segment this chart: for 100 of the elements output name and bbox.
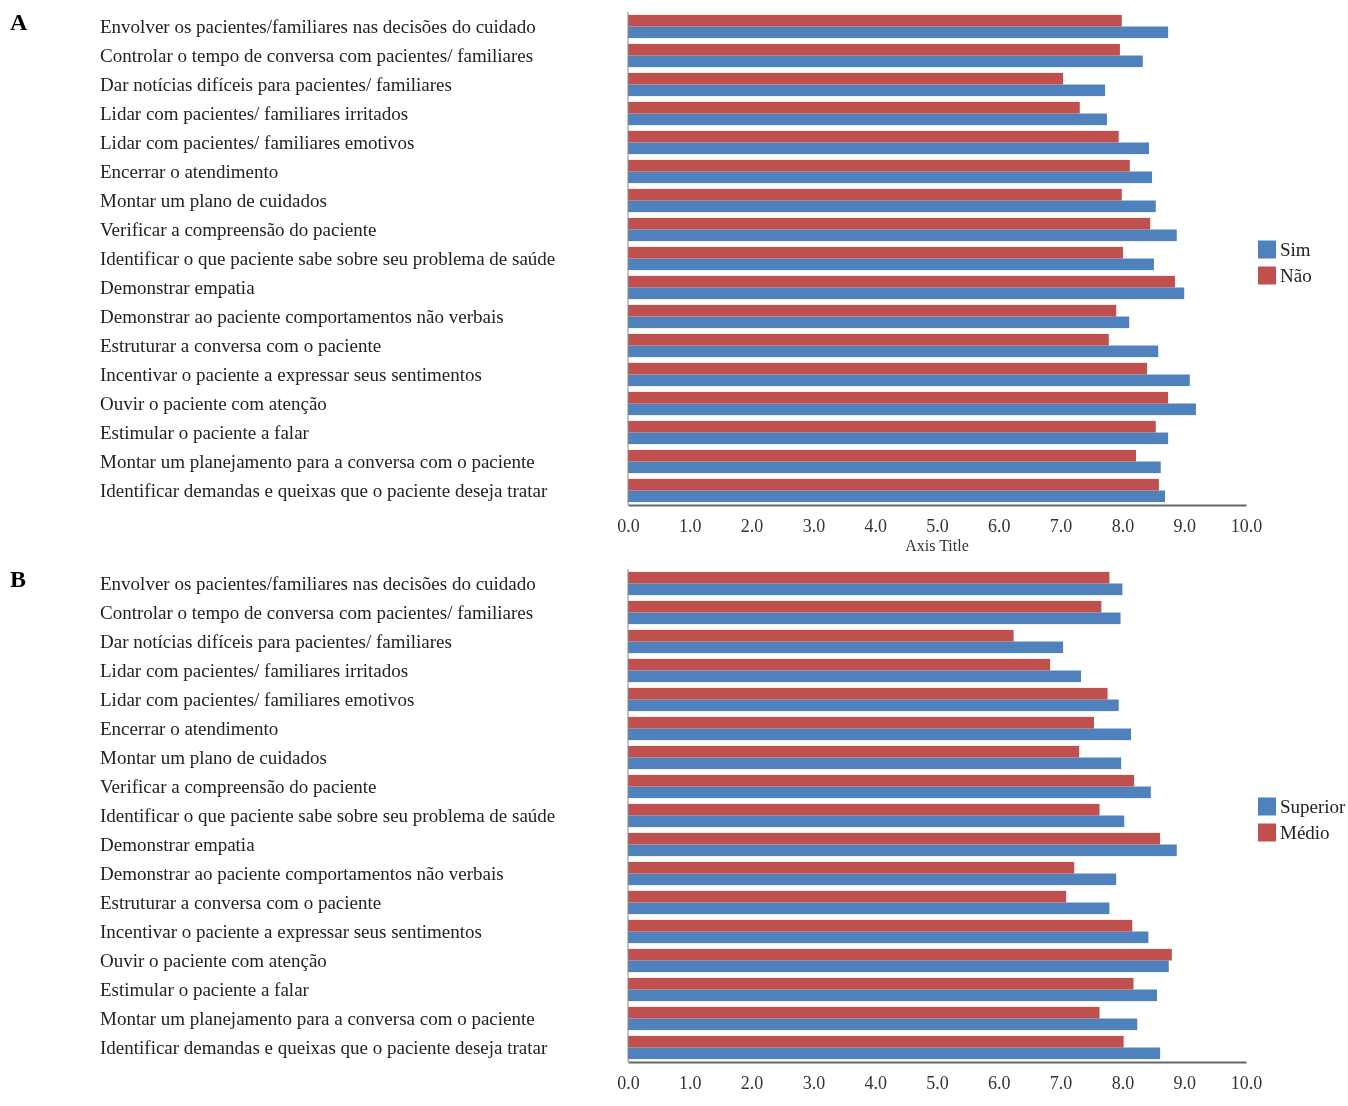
bar xyxy=(628,612,1121,625)
bar xyxy=(628,571,1110,584)
y-tick-label: Verificar a compreensão do paciente xyxy=(100,775,377,797)
bar xyxy=(628,890,1067,903)
bar xyxy=(628,757,1122,770)
bar xyxy=(628,774,1135,787)
x-tick-label: 0.0 xyxy=(617,515,640,536)
y-tick-label: Lidar com pacientes/ familiares irritados xyxy=(100,659,409,681)
x-tick-label: 10.0 xyxy=(1230,515,1263,536)
bar xyxy=(628,873,1117,886)
bar xyxy=(628,101,1080,114)
bar xyxy=(628,362,1148,375)
x-tick-label: 5.0 xyxy=(926,515,949,536)
bar xyxy=(628,246,1124,259)
bar xyxy=(628,786,1151,799)
y-tick-label: Estimular o paciente a falar xyxy=(100,421,310,443)
bar xyxy=(628,1047,1161,1060)
y-tick-label: Identificar demandas e queixas que o paciente deseja tratar xyxy=(100,1036,549,1058)
x-tick-label: 9.0 xyxy=(1173,1072,1196,1093)
legend-label: Médio xyxy=(1280,821,1330,843)
bar xyxy=(628,832,1161,845)
y-tick-label: Identificar demandas e queixas que o paciente deseja tratar xyxy=(100,479,549,501)
bar xyxy=(628,948,1172,961)
y-tick-label: Lidar com pacientes/ familiares irritados xyxy=(100,102,409,124)
bar xyxy=(628,171,1153,184)
bar xyxy=(628,745,1080,758)
x-tick-label: 2.0 xyxy=(740,515,764,536)
bar xyxy=(628,687,1108,700)
bar xyxy=(628,1006,1100,1019)
bar xyxy=(628,374,1190,387)
y-tick-label: Envolver os pacientes/familiares nas decisões do cuidado xyxy=(100,15,536,37)
x-tick-label: 8.0 xyxy=(1111,1072,1135,1093)
x-tick-label: 0.0 xyxy=(617,1072,640,1093)
x-tick-label: 1.0 xyxy=(679,515,702,536)
x-tick-label: 1.0 xyxy=(679,1072,702,1093)
y-tick-label: Montar um planejamento para a conversa com o paciente xyxy=(100,1007,535,1029)
x-tick-label: 3.0 xyxy=(802,1072,826,1093)
bar xyxy=(628,629,1014,642)
bar xyxy=(628,72,1064,85)
bar xyxy=(628,844,1177,857)
bar xyxy=(628,960,1169,973)
bar xyxy=(628,600,1102,613)
y-tick-label: Demonstrar empatia xyxy=(100,276,256,298)
bar xyxy=(628,583,1123,596)
y-tick-label: Dar notícias difíceis para pacientes/ familiares xyxy=(100,73,452,95)
x-tick-label: 3.0 xyxy=(802,515,826,536)
bar xyxy=(628,478,1159,491)
bar xyxy=(628,26,1169,39)
y-tick-label: Encerrar o atendimento xyxy=(100,160,279,182)
bar xyxy=(628,670,1081,683)
legend-label: Superior xyxy=(1280,795,1347,817)
x-tick-label: 5.0 xyxy=(926,1072,949,1093)
y-tick-label: Envolver os pacientes/familiares nas decisões do cuidado xyxy=(100,572,536,594)
y-tick-label: Verificar a compreensão do paciente xyxy=(100,218,377,240)
bar xyxy=(628,345,1159,358)
bar xyxy=(628,861,1075,874)
bar xyxy=(628,803,1100,816)
legend-label: Não xyxy=(1280,264,1312,286)
x-tick-label: 4.0 xyxy=(864,515,887,536)
y-tick-label: Lidar com pacientes/ familiares emotivos xyxy=(100,688,415,710)
bar xyxy=(628,403,1196,416)
y-tick-label: Dar notícias difíceis para pacientes/ familiares xyxy=(100,630,452,652)
x-tick-label: 2.0 xyxy=(740,1072,764,1093)
bar xyxy=(628,130,1119,143)
x-tick-label: 10.0 xyxy=(1230,1072,1263,1093)
y-tick-label: Controlar o tempo de conversa com pacientes/ familiares xyxy=(100,601,534,623)
bar xyxy=(628,333,1109,346)
x-tick-label: 7.0 xyxy=(1049,1072,1073,1093)
y-tick-label: Montar um planejamento para a conversa com o paciente xyxy=(100,450,535,472)
bar xyxy=(628,420,1156,433)
bar xyxy=(628,919,1133,932)
bar xyxy=(628,113,1107,126)
bar xyxy=(628,1035,1124,1048)
bar xyxy=(628,699,1119,712)
bar xyxy=(628,316,1130,329)
x-tick-label: 6.0 xyxy=(988,515,1011,536)
y-tick-label: Controlar o tempo de conversa com pacientes/ familiares xyxy=(100,44,534,66)
y-tick-label: Identificar o que paciente sabe sobre seu problema de saúde xyxy=(100,247,556,269)
y-tick-label: Ouvir o paciente com atenção xyxy=(100,949,327,971)
legend-label: Sim xyxy=(1280,238,1311,260)
y-tick-label: Ouvir o paciente com atenção xyxy=(100,392,327,414)
bar xyxy=(628,815,1125,828)
bar xyxy=(628,287,1185,300)
y-tick-label: Incentivar o paciente a expressar seus sentimentos xyxy=(100,920,482,942)
bar xyxy=(628,200,1156,213)
y-tick-label: Montar um plano de cuidados xyxy=(100,189,327,211)
text: B xyxy=(10,566,27,592)
bar xyxy=(628,55,1143,68)
y-tick-label: Incentivar o paciente a expressar seus sentimentos xyxy=(100,363,482,385)
bar xyxy=(628,641,1064,654)
bar xyxy=(628,716,1094,729)
bar xyxy=(628,217,1151,230)
bar xyxy=(628,229,1177,242)
x-tick-label: 8.0 xyxy=(1111,515,1135,536)
bar xyxy=(628,977,1134,990)
x-tick-label: 4.0 xyxy=(864,1072,887,1093)
bar xyxy=(628,275,1175,288)
bar xyxy=(628,449,1136,462)
bar xyxy=(628,432,1169,445)
y-tick-label: Estruturar a conversa com o paciente xyxy=(100,334,382,356)
